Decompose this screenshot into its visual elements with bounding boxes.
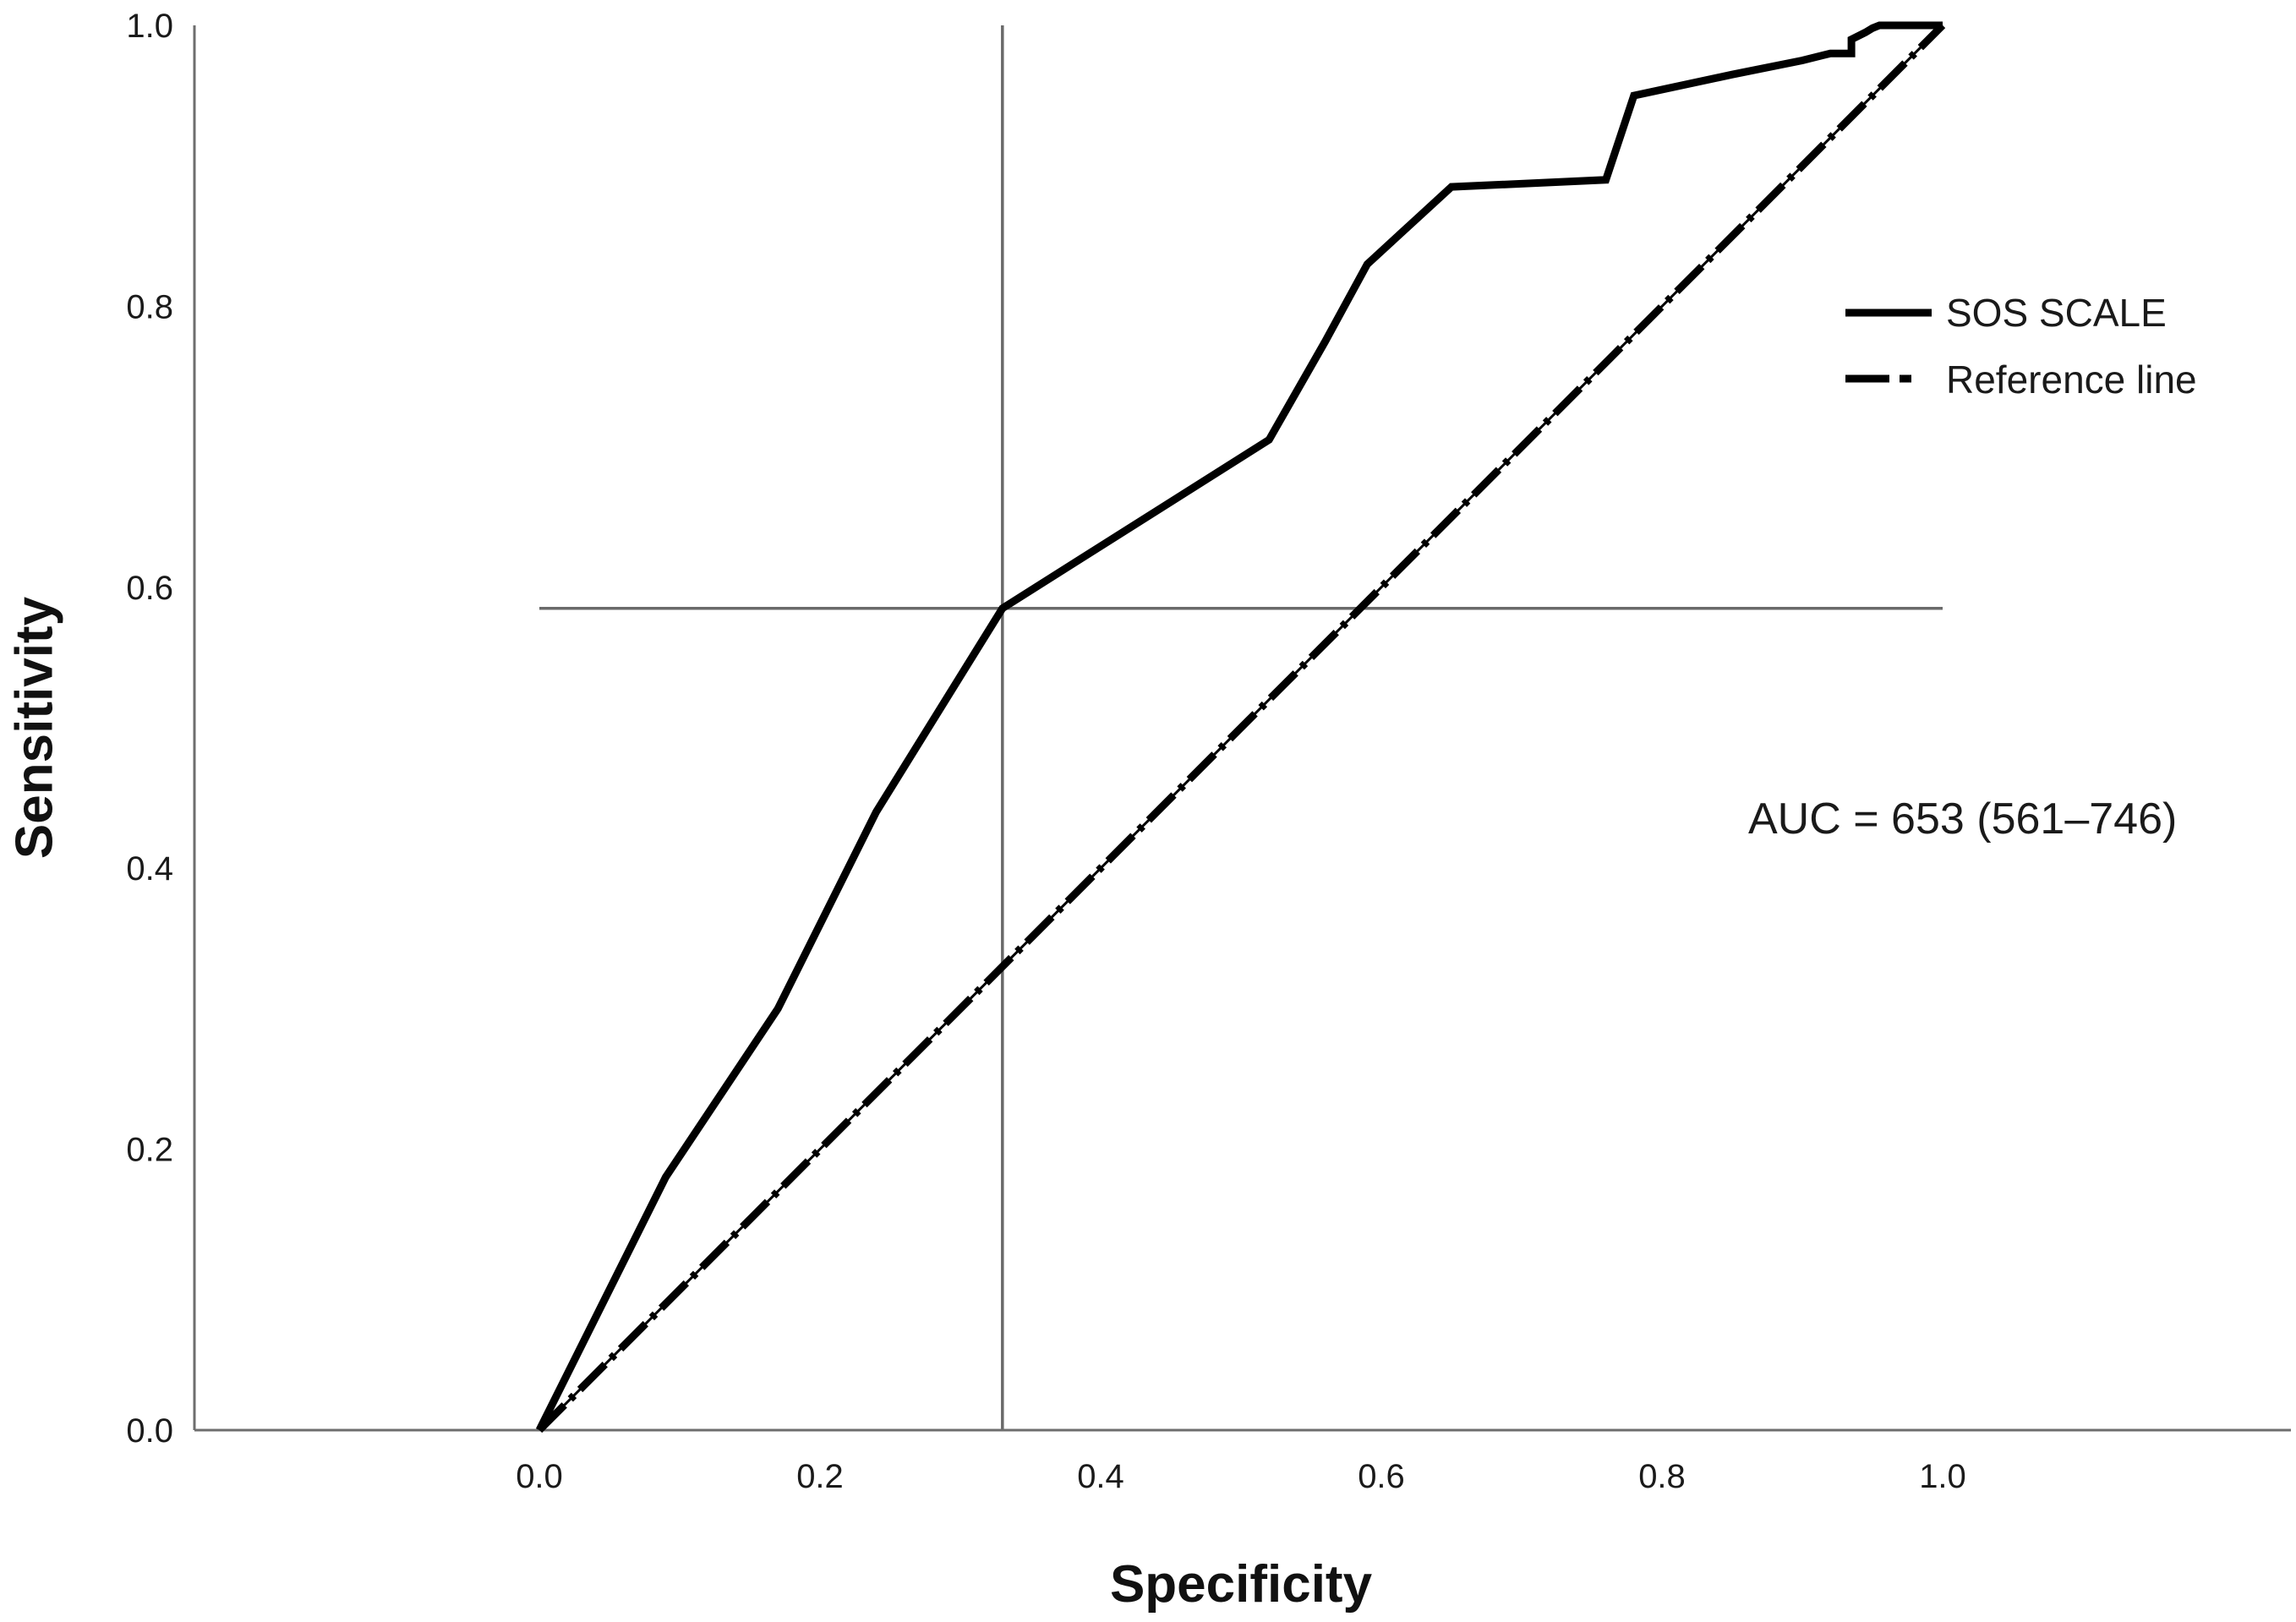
- x-tick-label: 0.8: [1638, 1458, 1686, 1495]
- x-tick-label: 0.0: [516, 1458, 563, 1495]
- y-axis-title: Sensitivity: [5, 596, 63, 859]
- x-axis-title: Specificity: [1110, 1555, 1373, 1614]
- y-tick-label: 0.0: [126, 1412, 173, 1450]
- x-tick-label: 0.2: [796, 1458, 844, 1495]
- tick-labels: 0.0 0.2 0.4 0.6 0.8 1.0 0.0 0.2 0.4 0.6 0.8 1.0: [126, 8, 1965, 1495]
- legend: SOS SCALE Reference line: [1845, 291, 2197, 401]
- y-tick-label: 0.8: [126, 288, 173, 325]
- y-tick-label: 1.0: [126, 8, 173, 45]
- auc-annotation: AUC = 653 (561–746): [1748, 795, 2177, 844]
- reference-line-series: [536, 22, 1946, 1434]
- legend-label-sos-scale: SOS SCALE: [1946, 291, 2167, 335]
- series-layer: [535, 21, 1946, 1434]
- y-tick-label: 0.4: [126, 850, 173, 887]
- x-tick-label: 1.0: [1919, 1458, 1966, 1495]
- y-tick-label: 0.6: [126, 570, 173, 607]
- legend-label-reference-line: Reference line: [1946, 358, 2197, 401]
- cutoff-reference-lines: [539, 25, 1943, 1430]
- y-tick-label: 0.2: [126, 1132, 173, 1169]
- x-tick-label: 0.4: [1077, 1458, 1124, 1495]
- sos-scale-curve: [535, 21, 1943, 1433]
- x-tick-label: 0.6: [1358, 1458, 1405, 1495]
